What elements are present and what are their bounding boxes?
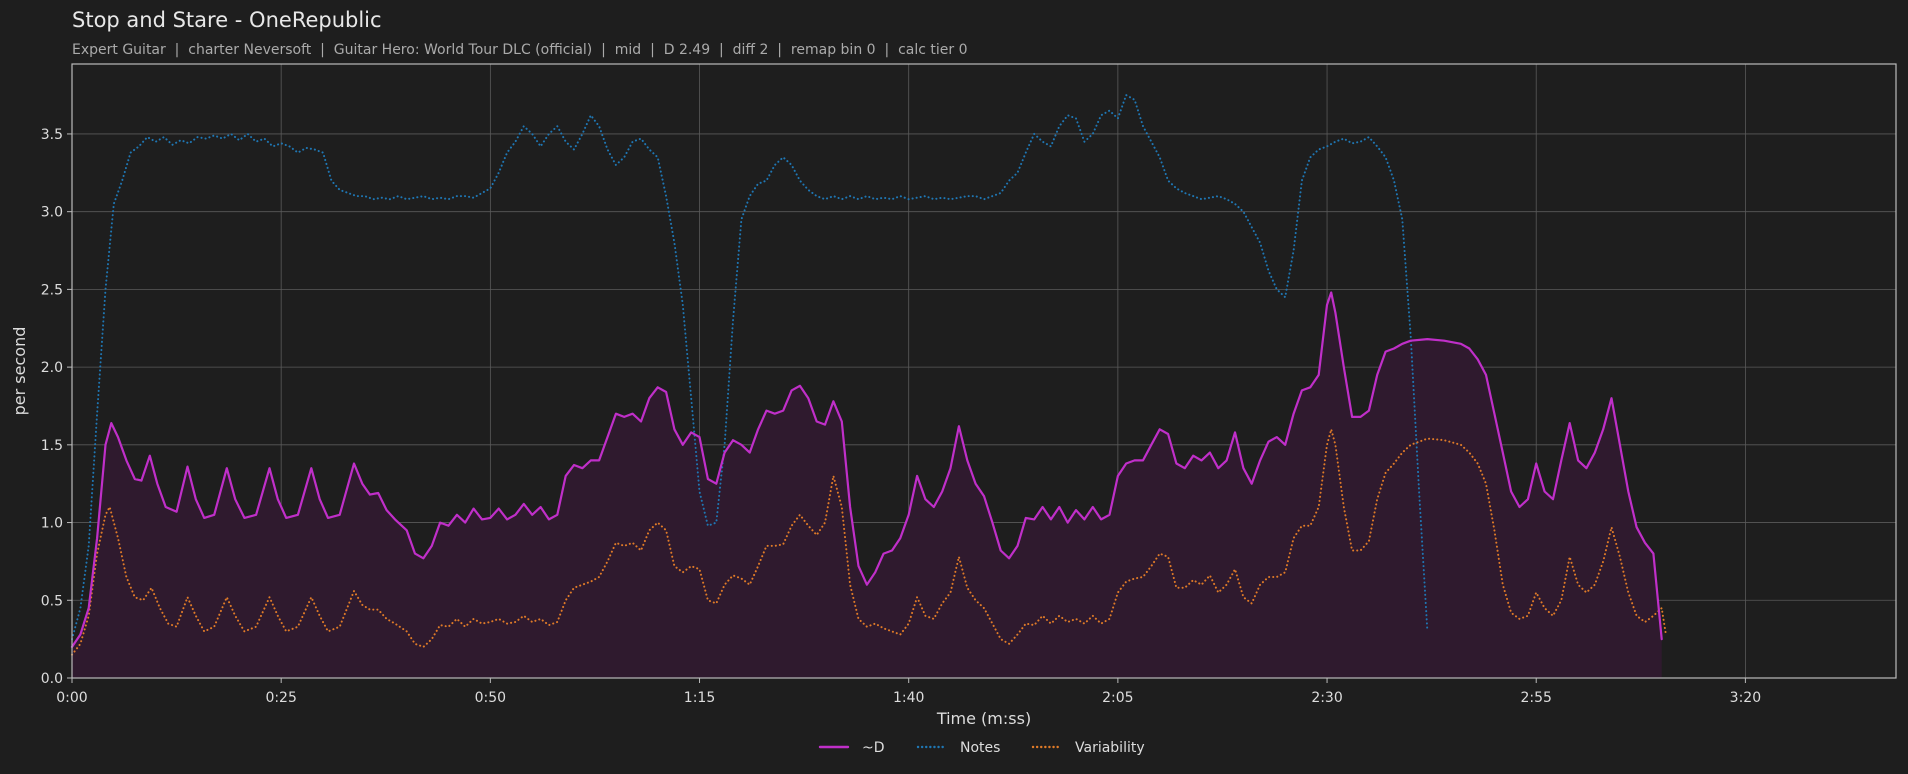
y-tick-label: 1.0 (41, 516, 63, 532)
x-tick-label: 2:55 (1520, 690, 1551, 706)
x-tick-label: 3:20 (1730, 690, 1761, 706)
y-tick-label: 2.5 (41, 282, 63, 298)
x-axis-label: Time (m:ss) (936, 709, 1031, 728)
legend: ~D Notes Variability (818, 740, 1145, 756)
series-line-notes (71, 94, 1429, 641)
x-tick-label: 2:30 (1311, 690, 1342, 706)
series-fill-d (72, 292, 1662, 678)
y-axis-label: per second (10, 327, 29, 416)
x-axis-ticks: 0:00 0:25 0:50 1:15 1:40 2:05 2:30 2:55 3:20 (56, 678, 1761, 706)
legend-label: Notes (960, 740, 1000, 756)
y-tick-label: 3.0 (41, 205, 63, 221)
chart-title: Stop and Stare - OneRepublic (72, 8, 382, 32)
x-tick-label: 1:40 (893, 690, 924, 706)
legend-label: ~D (862, 740, 885, 756)
y-tick-label: 0.5 (41, 593, 63, 609)
series-layer (70, 94, 1667, 656)
x-tick-label: 0:00 (56, 690, 87, 706)
y-tick-label: 2.0 (41, 360, 63, 376)
x-tick-label: 1:15 (684, 690, 715, 706)
x-tick-label: 0:50 (475, 690, 506, 706)
fill-area-layer (72, 292, 1662, 678)
x-tick-label: 0:25 (265, 690, 296, 706)
x-tick-label: 2:05 (1102, 690, 1133, 706)
series-line-d (70, 291, 1663, 648)
y-tick-label: 3.5 (41, 127, 63, 143)
y-axis-ticks: 0.0 0.5 1.0 1.5 2.0 2.5 3.0 3.5 (41, 127, 72, 687)
chart-subtitle: Expert Guitar | charter Neversoft | Guit… (72, 42, 968, 58)
y-tick-label: 1.5 (41, 438, 63, 454)
plot-area-border (71, 63, 1897, 679)
legend-label: Variability (1075, 740, 1145, 756)
y-tick-label: 0.0 (41, 671, 63, 687)
